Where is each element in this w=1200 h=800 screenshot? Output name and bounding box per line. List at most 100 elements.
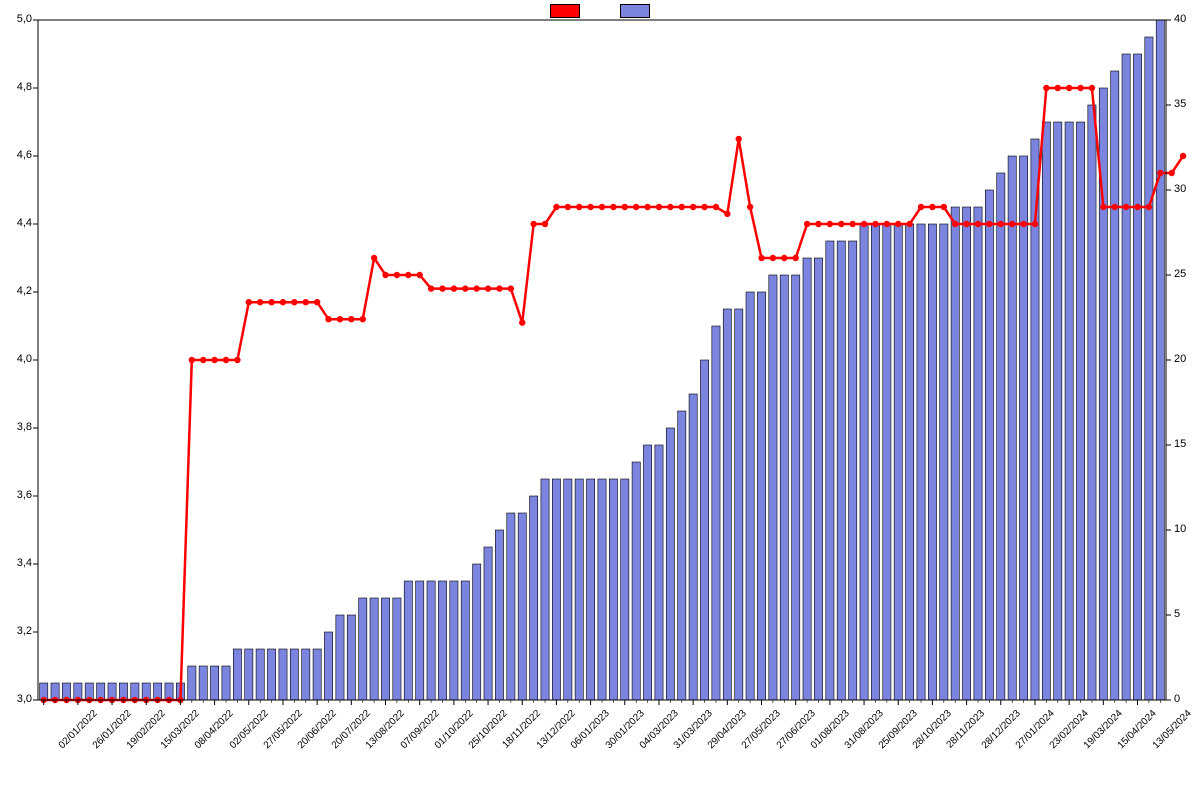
bar: [735, 309, 743, 700]
bar: [643, 445, 651, 700]
line-marker: [382, 272, 388, 278]
bar: [267, 649, 275, 700]
line-marker: [895, 221, 901, 227]
line-marker: [428, 285, 434, 291]
bar: [450, 581, 458, 700]
bar: [860, 224, 868, 700]
line-marker: [485, 285, 491, 291]
line-marker: [599, 204, 605, 210]
bar: [507, 513, 515, 700]
chart-container: 3,03,23,43,63,84,04,24,44,64,85,00510152…: [0, 0, 1200, 800]
bar: [473, 564, 481, 700]
bar: [1065, 122, 1073, 700]
y-left-tick-label: 5,0: [2, 13, 32, 25]
bar: [985, 190, 993, 700]
y-right-tick-label: 0: [1174, 693, 1200, 705]
line-marker: [473, 285, 479, 291]
line-marker: [508, 285, 514, 291]
line-marker: [622, 204, 628, 210]
line-marker: [496, 285, 502, 291]
bar: [1122, 54, 1130, 700]
bar: [757, 292, 765, 700]
bar: [780, 275, 788, 700]
bar: [336, 615, 344, 700]
bar: [416, 581, 424, 700]
line-marker: [576, 204, 582, 210]
bar: [1156, 20, 1164, 700]
line-marker: [542, 221, 548, 227]
line-marker: [770, 255, 776, 261]
bar: [279, 649, 287, 700]
line-marker: [371, 255, 377, 261]
bar: [495, 530, 503, 700]
line-marker: [211, 357, 217, 363]
line-marker: [1055, 85, 1061, 91]
line-marker: [633, 204, 639, 210]
line-marker: [838, 221, 844, 227]
line-marker: [679, 204, 685, 210]
line-marker: [884, 221, 890, 227]
line-marker: [701, 204, 707, 210]
line-marker: [1077, 85, 1083, 91]
bar: [700, 360, 708, 700]
line-marker: [1009, 221, 1015, 227]
bar: [689, 394, 697, 700]
line-marker: [804, 221, 810, 227]
line-marker: [1112, 204, 1118, 210]
bar: [997, 173, 1005, 700]
bar: [951, 207, 959, 700]
line-marker: [451, 285, 457, 291]
bar: [484, 547, 492, 700]
y-left-tick-label: 4,8: [2, 81, 32, 93]
bar: [381, 598, 389, 700]
line-marker: [268, 299, 274, 305]
line-marker: [1157, 170, 1163, 176]
line-marker: [781, 255, 787, 261]
bar: [655, 445, 663, 700]
bar: [552, 479, 560, 700]
bar: [849, 241, 857, 700]
bar: [678, 411, 686, 700]
bar: [598, 479, 606, 700]
bar: [587, 479, 595, 700]
line-marker: [792, 255, 798, 261]
line-marker: [337, 316, 343, 322]
bar: [370, 598, 378, 700]
line-marker: [963, 221, 969, 227]
legend: [550, 4, 650, 18]
line-marker: [713, 204, 719, 210]
y-left-tick-label: 4,6: [2, 149, 32, 161]
bar: [575, 479, 583, 700]
line-marker: [280, 299, 286, 305]
line-marker: [1043, 85, 1049, 91]
line-marker: [758, 255, 764, 261]
bar: [233, 649, 241, 700]
line-marker: [656, 204, 662, 210]
line-marker: [747, 204, 753, 210]
bar: [530, 496, 538, 700]
bar: [211, 666, 219, 700]
bar: [313, 649, 321, 700]
bar: [188, 666, 196, 700]
line-marker: [530, 221, 536, 227]
bar: [359, 598, 367, 700]
line-marker: [1168, 170, 1174, 176]
bar: [393, 598, 401, 700]
y-left-tick-label: 3,2: [2, 625, 32, 637]
y-right-tick-label: 5: [1174, 608, 1200, 620]
line-marker: [952, 221, 958, 227]
line-marker: [1123, 204, 1129, 210]
line-marker: [724, 211, 730, 217]
bar: [541, 479, 549, 700]
bar: [621, 479, 629, 700]
bar: [1019, 156, 1027, 700]
bar: [461, 581, 469, 700]
line-marker: [1146, 204, 1152, 210]
combo-chart: [0, 0, 1200, 800]
y-right-tick-label: 10: [1174, 523, 1200, 535]
line-marker: [314, 299, 320, 305]
line-marker: [416, 272, 422, 278]
y-right-tick-label: 20: [1174, 353, 1200, 365]
bar: [883, 224, 891, 700]
bar: [1145, 37, 1153, 700]
